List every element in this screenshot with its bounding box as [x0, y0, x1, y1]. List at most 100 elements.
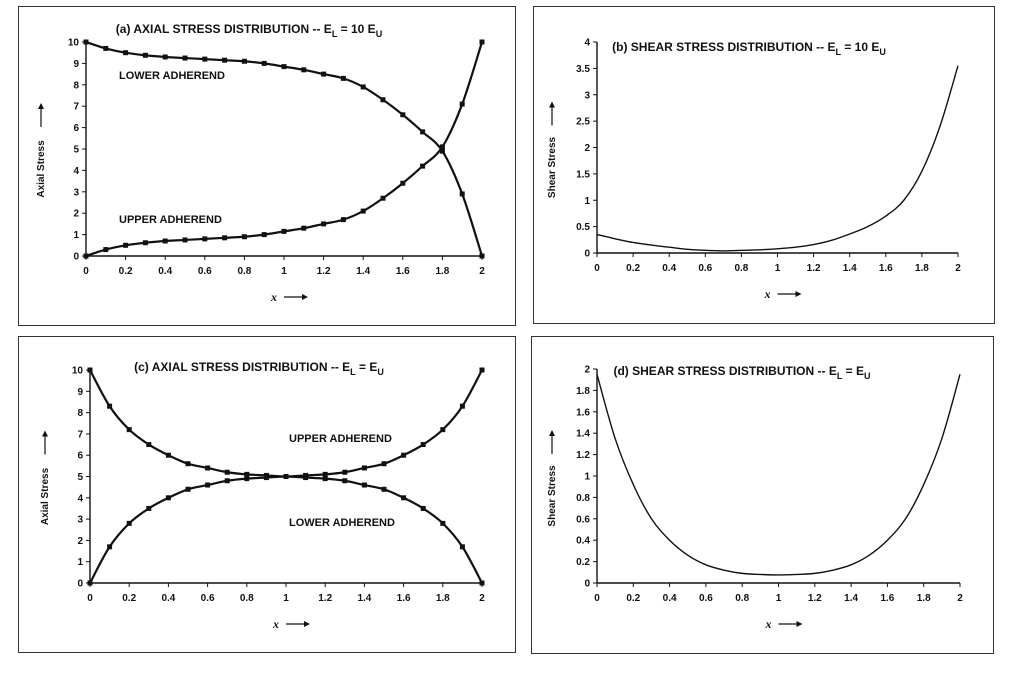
data-point — [87, 580, 93, 586]
chart-svg: (c) AXIAL STRESS DISTRIBUTION -- EL = EU… — [40, 360, 485, 631]
data-point — [202, 56, 208, 62]
y-tick-label: 2 — [73, 209, 79, 220]
y-tick-label: 0.4 — [576, 536, 590, 547]
x-tick-label: 0 — [594, 593, 600, 604]
data-point — [401, 452, 407, 458]
x-tick-label: 0.6 — [201, 593, 215, 604]
y-tick-label: 1.2 — [576, 450, 590, 461]
y-tick-label: 0.8 — [576, 493, 590, 504]
x-tick-label: 0.2 — [626, 263, 640, 274]
data-point — [440, 520, 446, 526]
x-axis-label: x — [765, 617, 772, 631]
y-axis-arrowhead — [549, 101, 555, 108]
data-point — [479, 253, 485, 259]
data-point — [479, 367, 485, 373]
data-point — [361, 482, 367, 488]
y-tick-label: 1 — [73, 230, 79, 241]
data-point — [321, 71, 327, 77]
data-point — [479, 580, 485, 586]
y-tick-label: 5 — [77, 472, 83, 483]
y-tick-label: 9 — [77, 387, 83, 398]
x-tick-label: 1.8 — [917, 593, 931, 604]
data-point — [303, 475, 309, 481]
chart-title: (d) SHEAR STRESS DISTRIBUTION -- EL = EU — [613, 364, 870, 381]
y-tick-label: 3 — [73, 187, 79, 198]
series-line-0 — [596, 65, 959, 252]
data-point — [182, 237, 188, 243]
x-tick-label: 0.4 — [663, 593, 677, 604]
data-point — [342, 478, 348, 484]
y-tick-label: 10 — [68, 38, 80, 49]
x-tick-label: 0.8 — [240, 593, 254, 604]
x-tick-label: 0.8 — [237, 266, 251, 277]
data-point — [380, 195, 386, 201]
data-point — [459, 544, 465, 550]
y-tick-label: 2.5 — [576, 117, 590, 128]
y-tick-label: 1.6 — [576, 407, 590, 418]
x-tick-label: 1 — [776, 593, 782, 604]
x-tick-label: 0.2 — [119, 266, 133, 277]
x-axis-arrowhead — [795, 291, 802, 297]
y-tick-label: 3 — [584, 90, 590, 101]
data-point — [222, 57, 228, 63]
data-point — [123, 242, 129, 248]
panel-a: (a) AXIAL STRESS DISTRIBUTION -- EL = 10… — [18, 6, 516, 326]
y-tick-label: 8 — [77, 408, 83, 419]
data-point — [244, 471, 250, 477]
data-point — [420, 129, 426, 135]
y-tick-label: 4 — [584, 38, 590, 49]
y-tick-label: 1 — [584, 472, 590, 483]
x-tick-label: 0.8 — [734, 263, 748, 274]
data-point — [103, 45, 109, 51]
data-point — [202, 236, 208, 242]
y-axis-label: Axial Stress — [36, 140, 47, 198]
x-tick-label: 0 — [87, 593, 93, 604]
y-tick-label: 2 — [77, 536, 83, 547]
y-tick-label: 4 — [77, 493, 83, 504]
series-line-1 — [89, 475, 483, 584]
x-tick-label: 1.4 — [843, 263, 857, 274]
x-tick-label: 1.6 — [879, 263, 893, 274]
y-axis-label: Axial Stress — [40, 467, 51, 525]
data-point — [224, 469, 230, 475]
series-annotation: LOWER ADHEREND — [119, 70, 225, 82]
x-tick-label: 0.6 — [698, 263, 712, 274]
x-tick-label: 0.6 — [699, 593, 713, 604]
x-tick-label: 0.2 — [626, 593, 640, 604]
x-tick-label: 1.4 — [356, 266, 370, 277]
data-point — [244, 476, 250, 482]
data-point — [123, 50, 129, 56]
x-axis-label: x — [272, 617, 279, 631]
series-line-0 — [89, 369, 483, 478]
data-point — [182, 55, 188, 61]
data-point — [261, 232, 267, 238]
y-tick-label: 4 — [73, 166, 79, 177]
data-point — [224, 478, 230, 484]
data-point — [361, 465, 367, 471]
y-tick-label: 1 — [584, 196, 590, 207]
x-tick-label: 1.8 — [915, 263, 929, 274]
y-tick-label: 6 — [73, 123, 79, 134]
y-tick-label: 3 — [77, 515, 83, 526]
data-point — [400, 112, 406, 118]
data-point — [360, 84, 366, 90]
data-point — [83, 39, 89, 45]
data-point — [126, 520, 132, 526]
data-point — [301, 225, 307, 231]
y-tick-label: 10 — [72, 366, 84, 377]
data-point — [360, 208, 366, 214]
x-axis-label: x — [764, 287, 771, 301]
data-point — [459, 191, 465, 197]
chart-title: (c) AXIAL STRESS DISTRIBUTION -- EL = EU — [134, 360, 384, 377]
y-tick-label: 7 — [77, 429, 83, 440]
data-point — [146, 505, 152, 511]
y-tick-label: 0 — [77, 579, 83, 590]
y-tick-label: 1 — [77, 557, 83, 568]
y-tick-label: 0.5 — [576, 222, 590, 233]
x-tick-label: 1.6 — [396, 266, 410, 277]
data-point — [107, 403, 113, 409]
x-tick-label: 2 — [479, 266, 485, 277]
x-tick-label: 1.8 — [436, 593, 450, 604]
data-point — [261, 60, 267, 66]
chart-svg: (b) SHEAR STRESS DISTRIBUTION -- EL = 10… — [547, 38, 961, 302]
